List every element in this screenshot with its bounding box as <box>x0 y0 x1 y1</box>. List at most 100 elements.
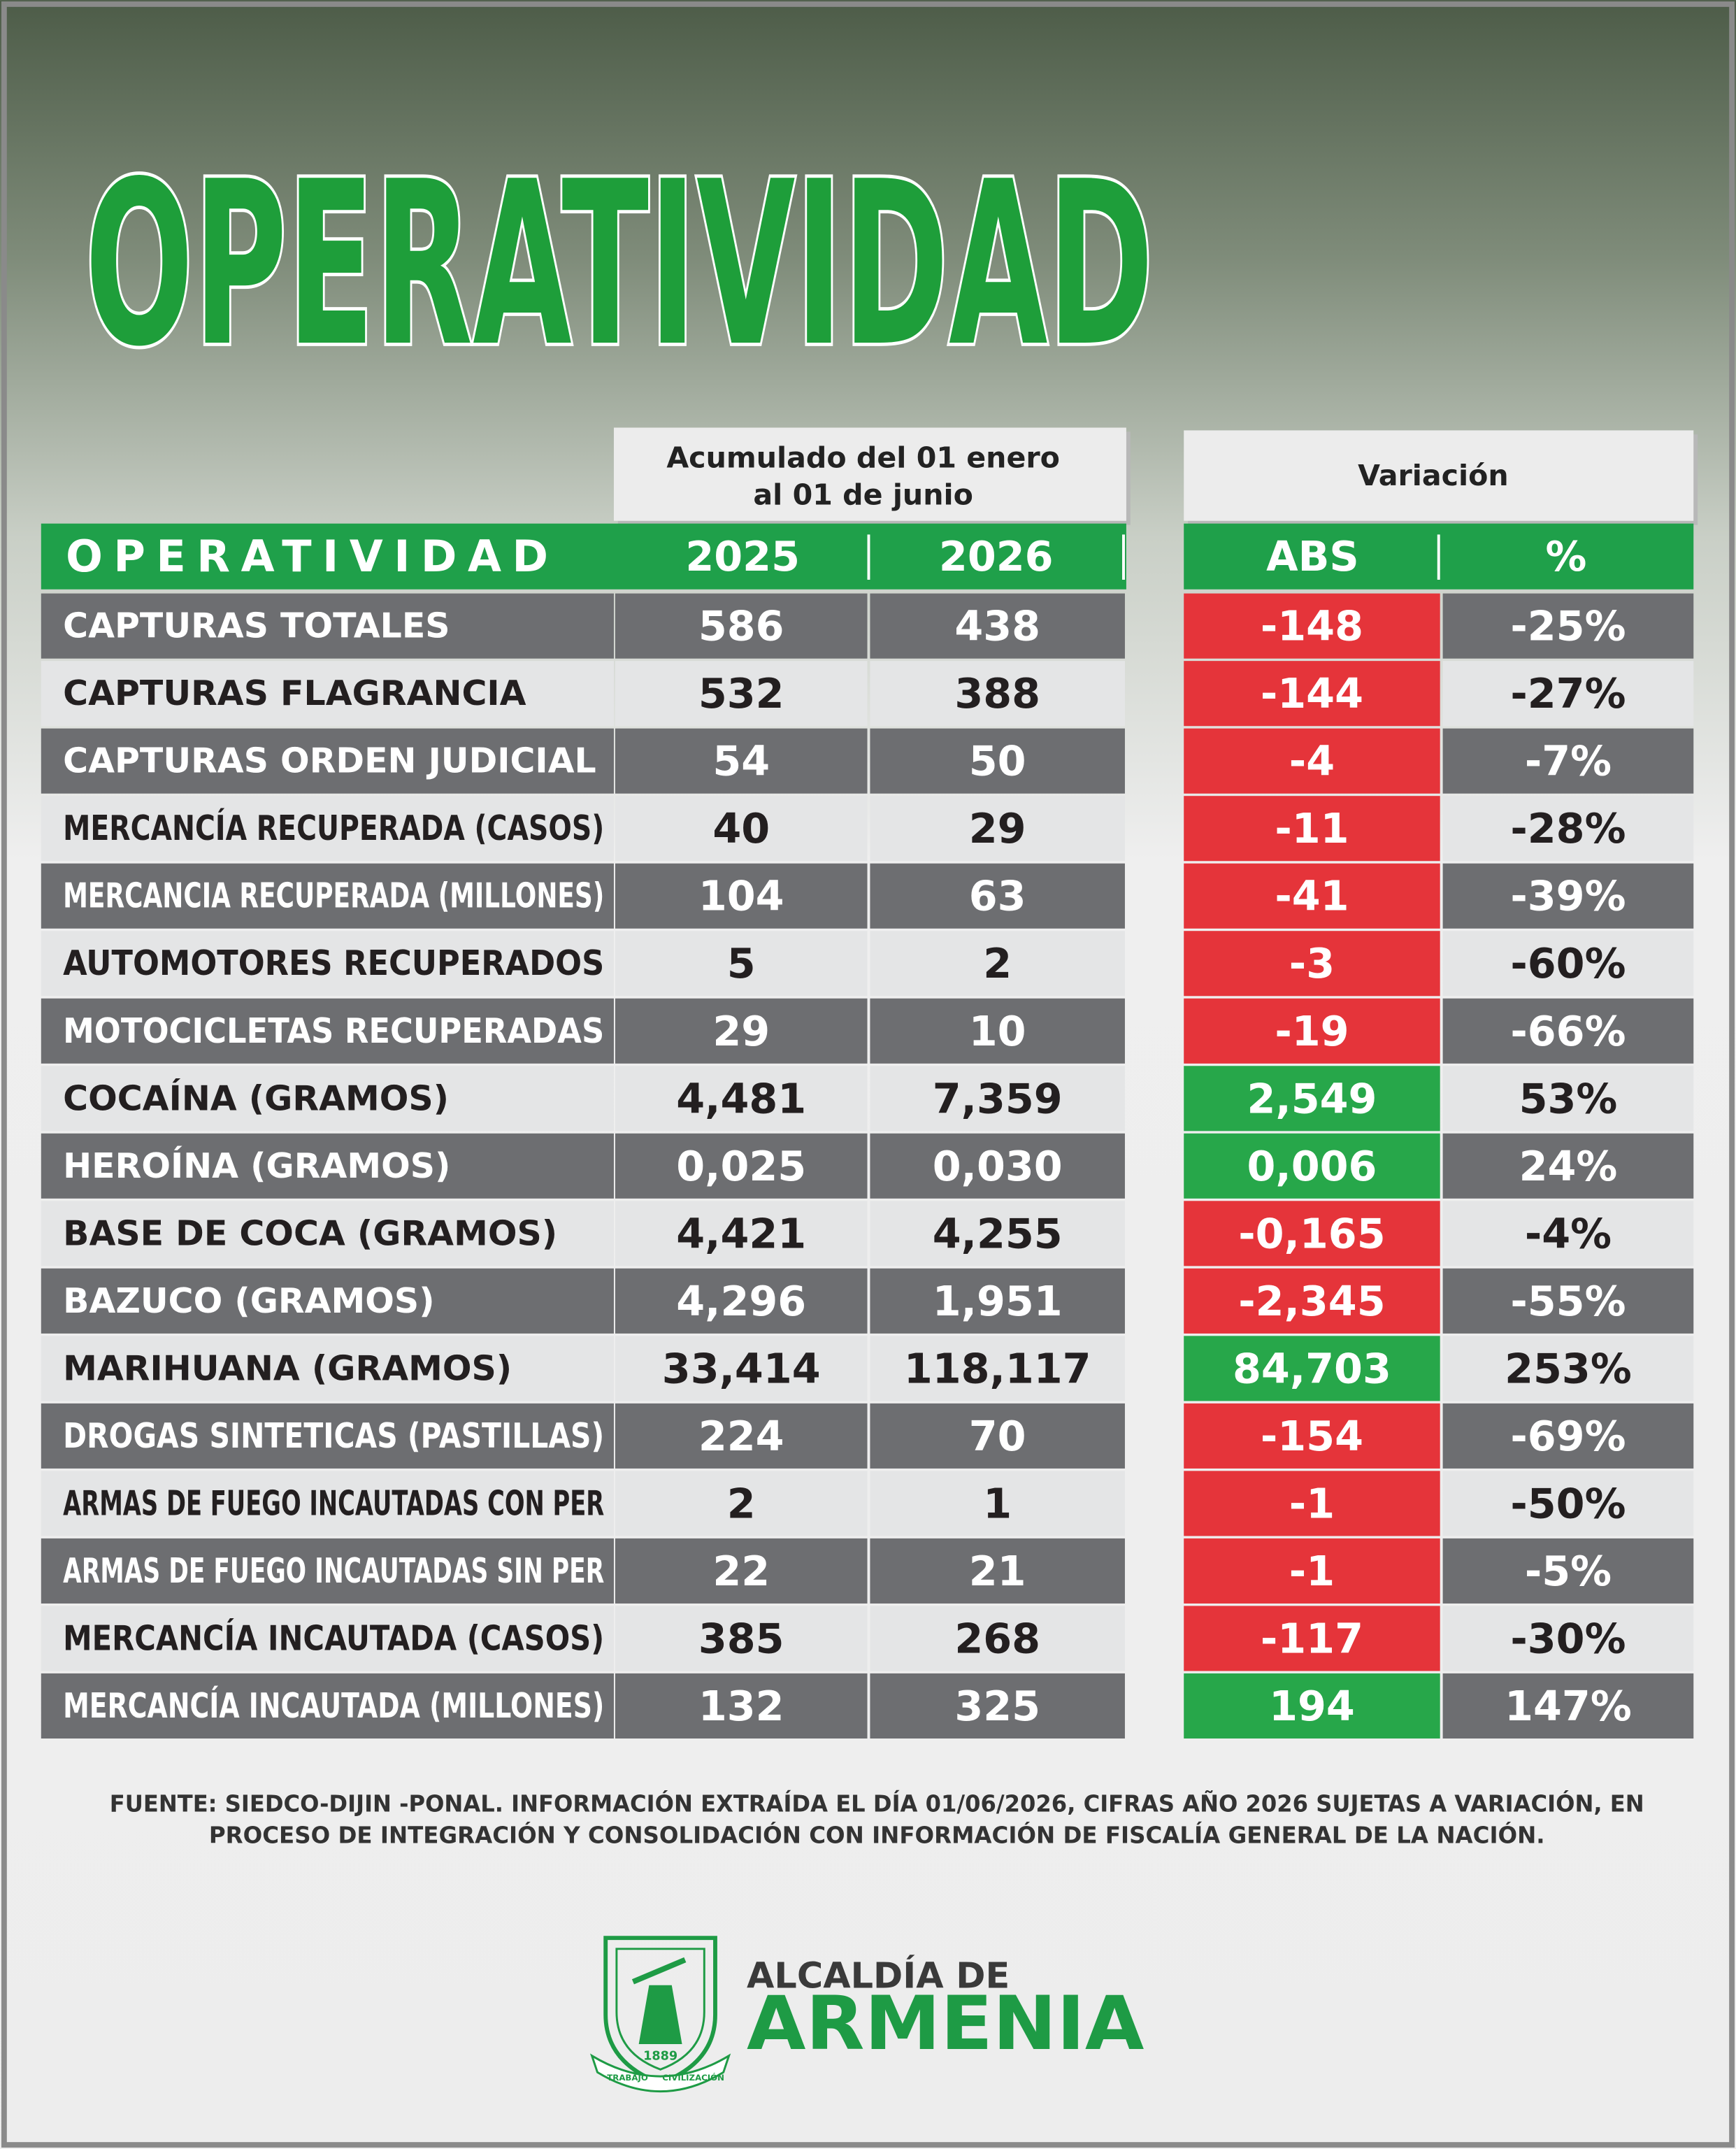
row-value: -7% <box>1525 737 1612 785</box>
row-cell <box>615 796 868 862</box>
row-cell <box>41 1538 614 1604</box>
abs-cell <box>1184 863 1440 929</box>
row-value: -50% <box>1510 1479 1626 1527</box>
row-cell <box>1442 1538 1694 1604</box>
row-cell <box>41 863 614 929</box>
abs-cell <box>1184 796 1440 862</box>
row-value: 24% <box>1519 1142 1618 1190</box>
row-value: -60% <box>1510 939 1626 987</box>
abs-cell <box>1184 1336 1440 1401</box>
row-value: -41 <box>1275 872 1349 920</box>
row-value: -144 <box>1261 669 1363 717</box>
row-value: 388 <box>954 669 1040 717</box>
abs-cell <box>1184 998 1440 1064</box>
row-cell <box>41 593 614 659</box>
row-cell <box>615 593 868 659</box>
row-value: 40 <box>712 804 770 852</box>
abs-cell <box>1184 1268 1440 1334</box>
row-value: 268 <box>954 1614 1040 1662</box>
row-cell <box>615 1066 868 1131</box>
row-value: 22 <box>712 1547 770 1595</box>
row-cell <box>41 1471 614 1536</box>
logo-line1: ALCALDÍA DE <box>747 1955 1010 1997</box>
row-cell <box>41 1201 614 1266</box>
group-header-text: Variación <box>1358 459 1509 492</box>
row-value: 33,414 <box>662 1344 821 1392</box>
row-label: MERCANCÍA RECUPERADA (CASOS) <box>63 807 604 848</box>
row-value: 586 <box>698 602 784 650</box>
row-cell <box>870 1538 1125 1604</box>
row-value: 4,296 <box>676 1277 806 1325</box>
row-label: MARIHUANA (GRAMOS) <box>63 1348 512 1388</box>
row-cell <box>615 1133 868 1199</box>
column-header: 2026 <box>939 532 1054 580</box>
row-value: 54 <box>712 737 770 785</box>
row-value: 325 <box>954 1682 1040 1730</box>
row-cell <box>1442 1673 1694 1739</box>
row-cell <box>615 998 868 1064</box>
row-cell <box>870 1673 1125 1739</box>
row-value: 0,030 <box>933 1142 1063 1190</box>
row-cell <box>1442 1066 1694 1131</box>
row-value: -39% <box>1510 872 1626 920</box>
row-value: -55% <box>1510 1277 1626 1325</box>
row-value: -117 <box>1261 1614 1363 1662</box>
row-label: BASE DE COCA (GRAMOS) <box>63 1213 557 1253</box>
row-cell <box>1442 661 1694 727</box>
abs-cell <box>1184 931 1440 997</box>
row-value: 1 <box>983 1479 1012 1527</box>
row-value: -3 <box>1289 939 1335 987</box>
row-value: 5 <box>727 939 756 987</box>
row-label: CAPTURAS ORDEN JUDICIAL <box>63 741 596 781</box>
row-value: -4% <box>1525 1209 1612 1257</box>
group-header <box>613 427 1126 521</box>
row-label: CAPTURAS FLAGRANCIA <box>63 673 526 713</box>
abs-cell <box>1184 1606 1440 1671</box>
column-header: 2025 <box>685 532 800 580</box>
row-cell <box>615 1471 868 1536</box>
row-value: -4 <box>1289 737 1335 785</box>
row-value: -25% <box>1510 602 1626 650</box>
row-cell <box>1442 863 1694 929</box>
logo-motto: TRABAJO <box>607 2073 648 2083</box>
abs-cell <box>1184 1673 1440 1739</box>
row-cell <box>870 863 1125 929</box>
row-value: 194 <box>1269 1682 1355 1730</box>
row-cell <box>41 1336 614 1401</box>
abs-cell <box>1184 1201 1440 1266</box>
abs-cell <box>1184 1538 1440 1604</box>
row-value: 147% <box>1505 1682 1632 1730</box>
row-value: 29 <box>969 804 1026 852</box>
row-cell <box>615 1201 868 1266</box>
row-value: 63 <box>969 872 1026 920</box>
row-label: DROGAS SINTETICAS (PASTILLAS) <box>63 1416 604 1456</box>
row-value: -66% <box>1510 1007 1626 1055</box>
row-cell <box>870 661 1125 727</box>
row-value: -69% <box>1510 1412 1626 1460</box>
row-cell <box>1442 1268 1694 1334</box>
group-header-text: al 01 de junio <box>753 478 973 512</box>
row-label: ARMAS DE FUEGO INCAUTADAS SIN PER <box>63 1551 604 1591</box>
row-value: 50 <box>969 737 1026 785</box>
logo-motto: CIVILIZACIÓN <box>662 2072 724 2083</box>
row-value: 104 <box>698 872 784 920</box>
row-value: -19 <box>1275 1007 1349 1055</box>
row-cell <box>615 863 868 929</box>
row-cell <box>41 998 614 1064</box>
row-cell <box>41 728 614 794</box>
row-label: AUTOMOTORES RECUPERADOS <box>63 943 604 983</box>
row-cell <box>41 1066 614 1131</box>
row-value: -2,345 <box>1238 1277 1385 1325</box>
row-label: HEROÍNA (GRAMOS) <box>63 1145 450 1186</box>
row-cell <box>41 1268 614 1334</box>
logo-shield <box>589 1936 731 2092</box>
row-cell <box>41 1403 614 1469</box>
row-cell <box>615 661 868 727</box>
column-header: % <box>1546 532 1587 580</box>
row-cell <box>1442 1336 1694 1401</box>
row-value: -1 <box>1289 1547 1335 1595</box>
row-label: CAPTURAS TOTALES <box>63 606 450 646</box>
row-value: 0,006 <box>1247 1142 1377 1190</box>
